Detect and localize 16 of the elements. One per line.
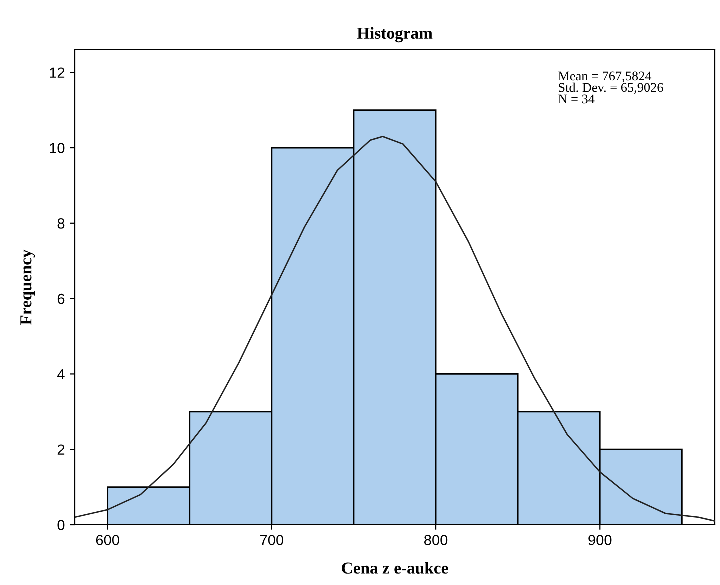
y-tick-label: 10 <box>50 143 65 154</box>
annotation: Mean = 767,5824 Std. Dev. = 65,9026 N = 34 <box>558 72 664 104</box>
x-tick-label: 900 <box>588 535 612 546</box>
y-tick-label: 4 <box>58 369 65 380</box>
line-series <box>75 136 715 522</box>
x-tick-label: 600 <box>96 535 120 546</box>
y-tick-label: 8 <box>58 218 65 229</box>
chart-title: Histogram <box>357 27 433 43</box>
x-tick-label: 800 <box>424 535 448 546</box>
y-axis-title: Frequency <box>20 250 36 326</box>
y-tick-label: 6 <box>58 294 65 304</box>
y-tick-label: 2 <box>58 444 65 455</box>
y-tick-label: 12 <box>50 68 65 78</box>
x-axis-title: Cena z e-aukce <box>342 562 448 574</box>
y-tick-label: 0 <box>58 520 65 530</box>
x-tick-label: 700 <box>260 535 284 546</box>
